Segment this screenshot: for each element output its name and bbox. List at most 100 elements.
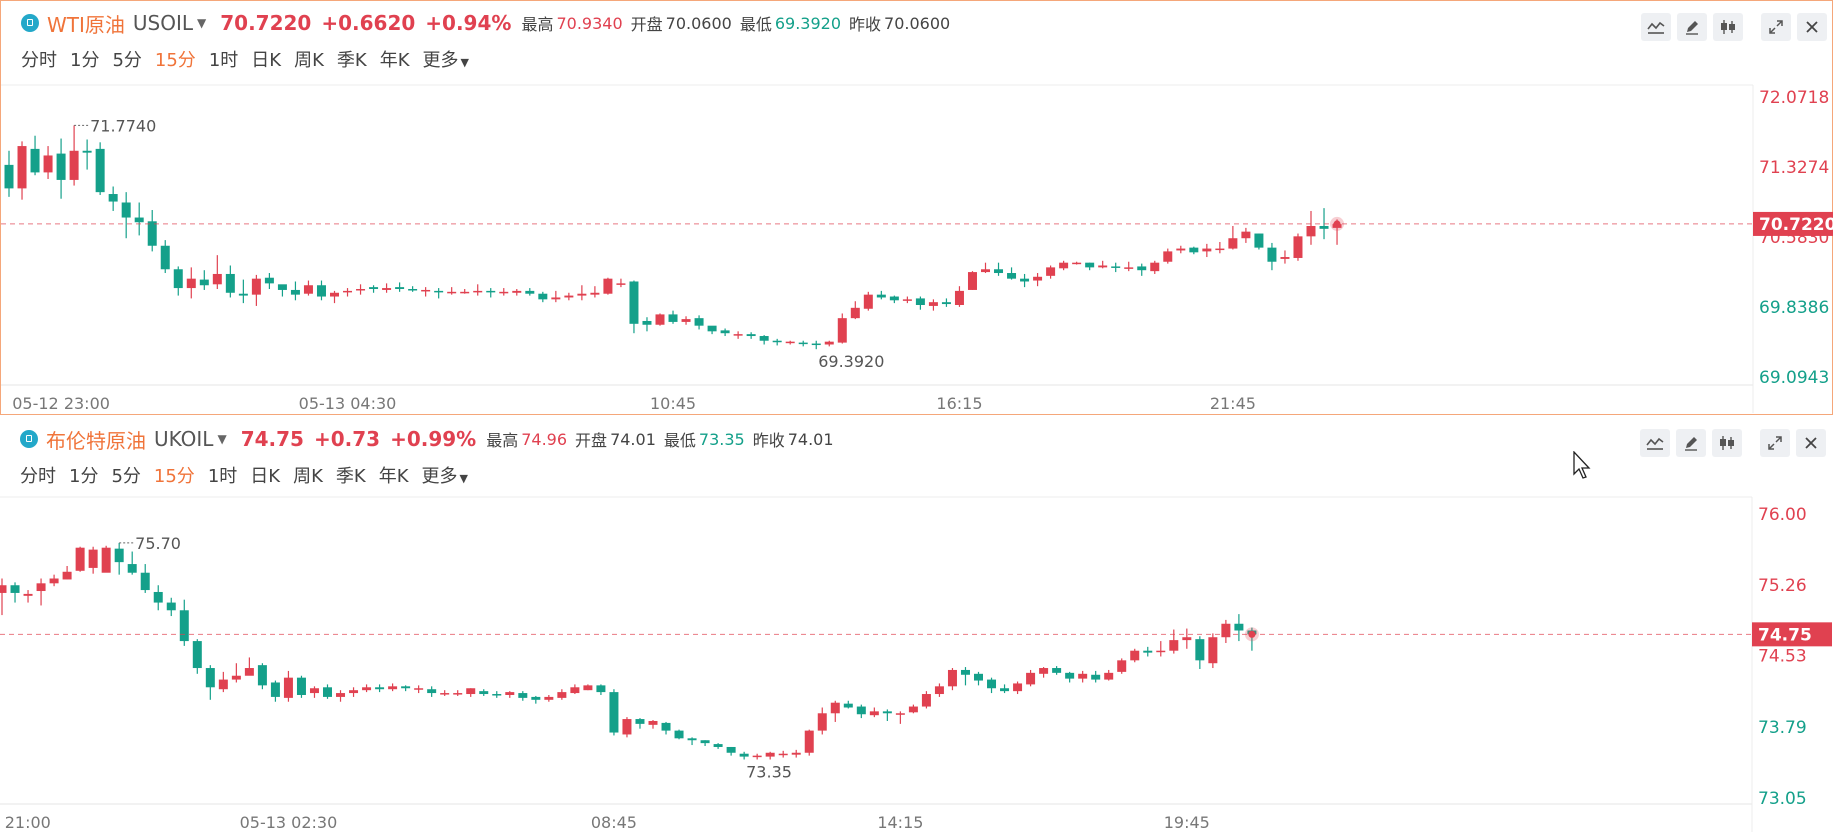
candle-body bbox=[114, 548, 124, 563]
tf-1m[interactable]: 1分 bbox=[69, 466, 99, 487]
candle-body bbox=[1143, 650, 1153, 653]
candle-body bbox=[551, 297, 561, 300]
tf-day[interactable]: 日K bbox=[251, 50, 282, 71]
low-label: 最低 bbox=[663, 431, 696, 450]
tf-1h[interactable]: 1时 bbox=[208, 50, 239, 71]
tf-1h[interactable]: 1时 bbox=[207, 466, 238, 487]
candle-body bbox=[447, 291, 457, 294]
tf-1m[interactable]: 1分 bbox=[70, 50, 100, 71]
candle-body bbox=[17, 146, 27, 189]
wti-candlestick-chart[interactable]: 72.071871.327470.583069.838669.094305-12… bbox=[1, 84, 1833, 415]
candle-type-icon[interactable] bbox=[1713, 13, 1743, 41]
candle-body bbox=[1098, 265, 1108, 268]
candle-body bbox=[166, 602, 176, 611]
expand-icon[interactable] bbox=[1760, 429, 1790, 457]
candle-body bbox=[1267, 247, 1277, 262]
candle-body bbox=[583, 685, 593, 691]
x-tick-label: 05-13 02:30 bbox=[240, 813, 338, 832]
candle-body bbox=[1189, 247, 1199, 253]
candle-body bbox=[928, 302, 938, 306]
tf-5m[interactable]: 5分 bbox=[112, 50, 142, 71]
high-value: 74.96 bbox=[521, 429, 568, 449]
symbol-name[interactable]: 布伦特原油 bbox=[46, 428, 146, 453]
candle-body bbox=[531, 696, 541, 700]
candle-body bbox=[36, 583, 46, 592]
tf-15m[interactable]: 15分 bbox=[153, 466, 195, 487]
candle-body bbox=[629, 281, 639, 324]
x-tick-label: 05-13 04:30 bbox=[299, 394, 397, 413]
tf-week[interactable]: 周K bbox=[293, 466, 323, 487]
candle-body bbox=[843, 703, 853, 708]
open-label: 开盘 bbox=[575, 431, 608, 450]
low-value: 73.35 bbox=[698, 429, 745, 449]
candle-body bbox=[895, 713, 905, 715]
candle-body bbox=[505, 692, 515, 695]
candle-body bbox=[681, 319, 691, 322]
candle-body bbox=[290, 289, 300, 295]
candle-body bbox=[62, 571, 72, 580]
symbol-name[interactable]: WTI原油 bbox=[47, 12, 125, 37]
tf-more[interactable]: 更多 ▼ bbox=[422, 462, 468, 488]
close-icon[interactable] bbox=[1797, 13, 1827, 41]
candle-body bbox=[837, 318, 847, 343]
tf-more[interactable]: 更多 ▼ bbox=[423, 46, 469, 72]
candle-body bbox=[414, 688, 424, 690]
price-change: +0.6620 bbox=[321, 11, 416, 35]
candle-body bbox=[778, 753, 788, 756]
tf-tick[interactable]: 分时 bbox=[20, 466, 56, 487]
candle-body bbox=[616, 283, 626, 285]
candle-body bbox=[427, 689, 437, 694]
candle-body bbox=[1020, 278, 1030, 282]
candle-body bbox=[1111, 266, 1121, 268]
tf-15m[interactable]: 15分 bbox=[154, 50, 196, 71]
tf-more-label: 更多 bbox=[421, 466, 458, 487]
symbol-code[interactable]: USOIL bbox=[132, 11, 194, 35]
tf-day[interactable]: 日K bbox=[250, 466, 281, 487]
candle-body bbox=[362, 687, 372, 691]
tf-year[interactable]: 年K bbox=[378, 466, 409, 487]
candle-body bbox=[876, 294, 886, 298]
tf-week[interactable]: 周K bbox=[294, 50, 324, 71]
tf-tick[interactable]: 分时 bbox=[21, 50, 57, 71]
chevron-down-icon[interactable]: ▼ bbox=[217, 432, 227, 446]
candle-body bbox=[811, 343, 821, 346]
tf-quarter[interactable]: 季K bbox=[336, 50, 367, 71]
candle-body bbox=[349, 690, 359, 694]
candle-body bbox=[720, 330, 730, 334]
candle-body bbox=[479, 691, 489, 695]
expand-icon[interactable] bbox=[1761, 13, 1791, 41]
tf-quarter[interactable]: 季K bbox=[335, 466, 366, 487]
tf-5m[interactable]: 5分 bbox=[111, 466, 141, 487]
candle-body bbox=[609, 692, 619, 733]
prev-close-label: 昨收 bbox=[752, 431, 785, 450]
draw-pen-icon[interactable] bbox=[1677, 13, 1707, 41]
candle-body bbox=[772, 340, 782, 343]
candle-body bbox=[700, 740, 710, 744]
close-icon[interactable] bbox=[1796, 429, 1826, 457]
prev-close-value: 70.0600 bbox=[884, 13, 951, 33]
candle-body bbox=[453, 693, 463, 695]
symbol-code[interactable]: UKOIL bbox=[154, 427, 214, 451]
chevron-down-icon[interactable]: ▼ bbox=[197, 16, 207, 30]
brent-candlestick-chart[interactable]: 76.00 75.26 74.53 73.79 73.05 05-12 21:00 05-1… bbox=[0, 417, 1833, 834]
indicator-icon[interactable] bbox=[1641, 13, 1671, 41]
candle-body bbox=[954, 290, 964, 305]
indicator-icon[interactable] bbox=[1640, 429, 1670, 457]
candle-body bbox=[95, 148, 105, 193]
wti-panel[interactable]: WTI原油 USOIL ▼ 70.7220 +0.6620 +0.94% 最高 … bbox=[0, 0, 1833, 415]
candle-body bbox=[1013, 683, 1023, 692]
x-tick-label: 10:45 bbox=[650, 394, 696, 413]
candle-body bbox=[947, 669, 957, 687]
draw-pen-icon[interactable] bbox=[1676, 429, 1706, 457]
last-price-tag-label: 70.7220 bbox=[1759, 215, 1833, 235]
candle-type-icon[interactable] bbox=[1712, 429, 1742, 457]
x-tick-label: 16:15 bbox=[936, 394, 982, 413]
candle-body bbox=[43, 155, 53, 173]
candle-body bbox=[303, 285, 313, 294]
candle-body bbox=[1150, 262, 1160, 272]
tf-year[interactable]: 年K bbox=[379, 50, 410, 71]
candle-body bbox=[1072, 262, 1082, 265]
y-tick-label: 74.53 bbox=[1758, 647, 1807, 667]
brent-panel[interactable]: 布伦特原油 UKOIL ▼ 74.75 +0.73 +0.99% 最高 74.9… bbox=[0, 417, 1833, 834]
candle-body bbox=[921, 694, 931, 707]
